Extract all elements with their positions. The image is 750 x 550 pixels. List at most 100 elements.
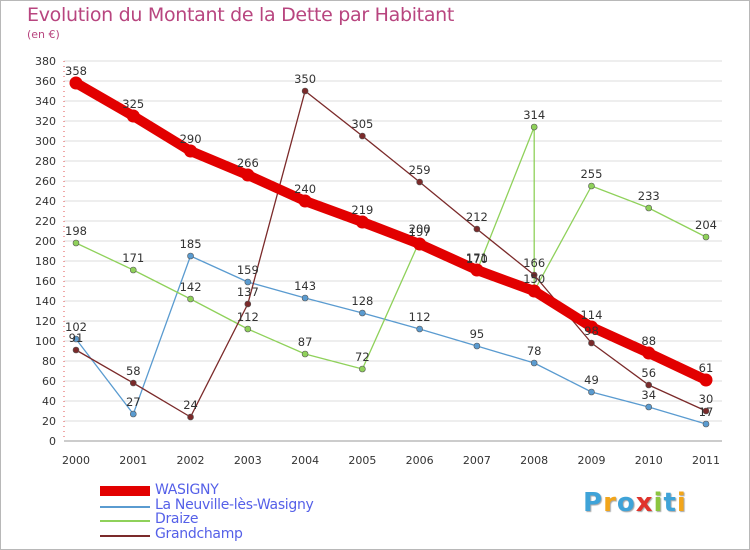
data-label: 171 <box>122 251 144 265</box>
y-tick-label: 20 <box>42 415 56 428</box>
y-tick-label: 40 <box>42 395 56 408</box>
data-point <box>530 359 538 367</box>
x-tick-label: 2007 <box>463 454 491 467</box>
data-label: 61 <box>699 361 714 375</box>
y-tick-label: 140 <box>35 295 56 308</box>
data-point <box>69 76 83 90</box>
data-point <box>642 346 656 360</box>
data-label: 102 <box>65 320 87 334</box>
x-tick-label: 2001 <box>119 454 147 467</box>
data-point <box>702 420 710 428</box>
data-label: 159 <box>237 263 259 277</box>
series-line <box>75 255 707 425</box>
data-point <box>473 342 481 350</box>
data-label: 34 <box>641 388 656 402</box>
data-point <box>588 182 595 190</box>
chart-unit-label: (en €) <box>27 28 60 41</box>
legend-swatch <box>100 505 150 508</box>
data-label: 185 <box>180 237 202 251</box>
legend-item: La Neuville-lès-Wasigny <box>100 497 360 516</box>
x-tick-label: 2002 <box>177 454 205 467</box>
x-tick-label: 2009 <box>577 454 605 467</box>
data-point <box>699 373 713 387</box>
data-point <box>702 407 710 415</box>
data-point <box>244 278 252 286</box>
data-label: 128 <box>351 294 373 308</box>
data-label: 233 <box>638 189 660 203</box>
legend-item: WASIGNY <box>100 482 360 501</box>
legend-item: Grandchamp <box>100 526 360 545</box>
data-point <box>129 266 137 274</box>
data-label: 142 <box>180 280 202 294</box>
series-line <box>71 78 711 385</box>
y-tick-label: 80 <box>42 355 56 368</box>
data-point <box>244 325 252 333</box>
data-point <box>355 215 369 229</box>
data-label: 240 <box>294 182 316 196</box>
data-label: 56 <box>641 366 656 380</box>
y-tick-label: 200 <box>35 235 56 248</box>
data-point <box>187 252 194 260</box>
y-tick-label: 300 <box>35 135 56 148</box>
data-point <box>301 87 309 95</box>
data-point <box>645 403 653 411</box>
data-label: 325 <box>122 97 144 111</box>
data-label: 170 <box>466 252 488 266</box>
y-tick-label: 240 <box>35 195 56 208</box>
data-label: 171 <box>466 251 488 265</box>
data-point <box>359 365 366 373</box>
data-label: 112 <box>237 310 259 324</box>
y-tick-label: 320 <box>35 115 56 128</box>
data-point <box>241 168 255 182</box>
proxiti-logo: Proxiti <box>583 488 687 518</box>
legend-label: Draize <box>155 511 199 527</box>
legend-item: Draize <box>100 511 360 530</box>
y-tick-label: 260 <box>35 175 56 188</box>
data-label: 219 <box>351 203 373 217</box>
data-point <box>72 335 80 343</box>
data-point <box>530 123 538 131</box>
x-tick-label: 2005 <box>348 454 376 467</box>
data-point <box>416 325 423 333</box>
x-tick-label: 2006 <box>406 454 434 467</box>
x-tick-label: 2000 <box>62 454 90 467</box>
data-label: 143 <box>294 279 316 293</box>
chart-title: Evolution du Montant de la Dette par Hab… <box>27 4 455 26</box>
data-label: 290 <box>180 132 202 146</box>
data-label: 49 <box>584 373 599 387</box>
logo-letter: t <box>663 488 677 518</box>
legend-swatch <box>100 520 150 522</box>
data-label: 112 <box>409 310 431 324</box>
data-point <box>187 413 194 421</box>
data-label: 27 <box>126 395 141 409</box>
data-label: 358 <box>65 64 87 78</box>
data-label: 150 <box>523 272 545 286</box>
logo-letter: x <box>635 488 654 518</box>
data-point <box>129 410 137 418</box>
legend-label: WASIGNY <box>155 482 219 498</box>
logo-letter: o <box>616 488 636 518</box>
legend-swatch <box>100 486 150 496</box>
logo-letter: i <box>653 488 664 518</box>
y-tick-label: 340 <box>35 95 56 108</box>
data-point <box>645 204 653 212</box>
data-point <box>588 388 595 396</box>
data-label: 72 <box>355 350 370 364</box>
data-label: 87 <box>298 335 313 349</box>
data-label: 91 <box>69 331 84 345</box>
chart-legend: WASIGNY La Neuville-lès-Wasigny Draize Gran… <box>100 482 360 545</box>
data-point <box>129 379 137 387</box>
data-label: 314 <box>523 108 545 122</box>
data-point <box>588 339 595 347</box>
data-label: 166 <box>523 256 545 270</box>
data-point <box>184 144 198 158</box>
data-label: 350 <box>294 72 316 86</box>
data-point <box>359 132 366 140</box>
data-point <box>416 178 423 186</box>
data-label: 137 <box>237 285 259 299</box>
logo-letter: P <box>583 488 604 518</box>
data-point <box>244 300 252 308</box>
data-label: 88 <box>641 334 656 348</box>
data-point <box>72 239 80 247</box>
